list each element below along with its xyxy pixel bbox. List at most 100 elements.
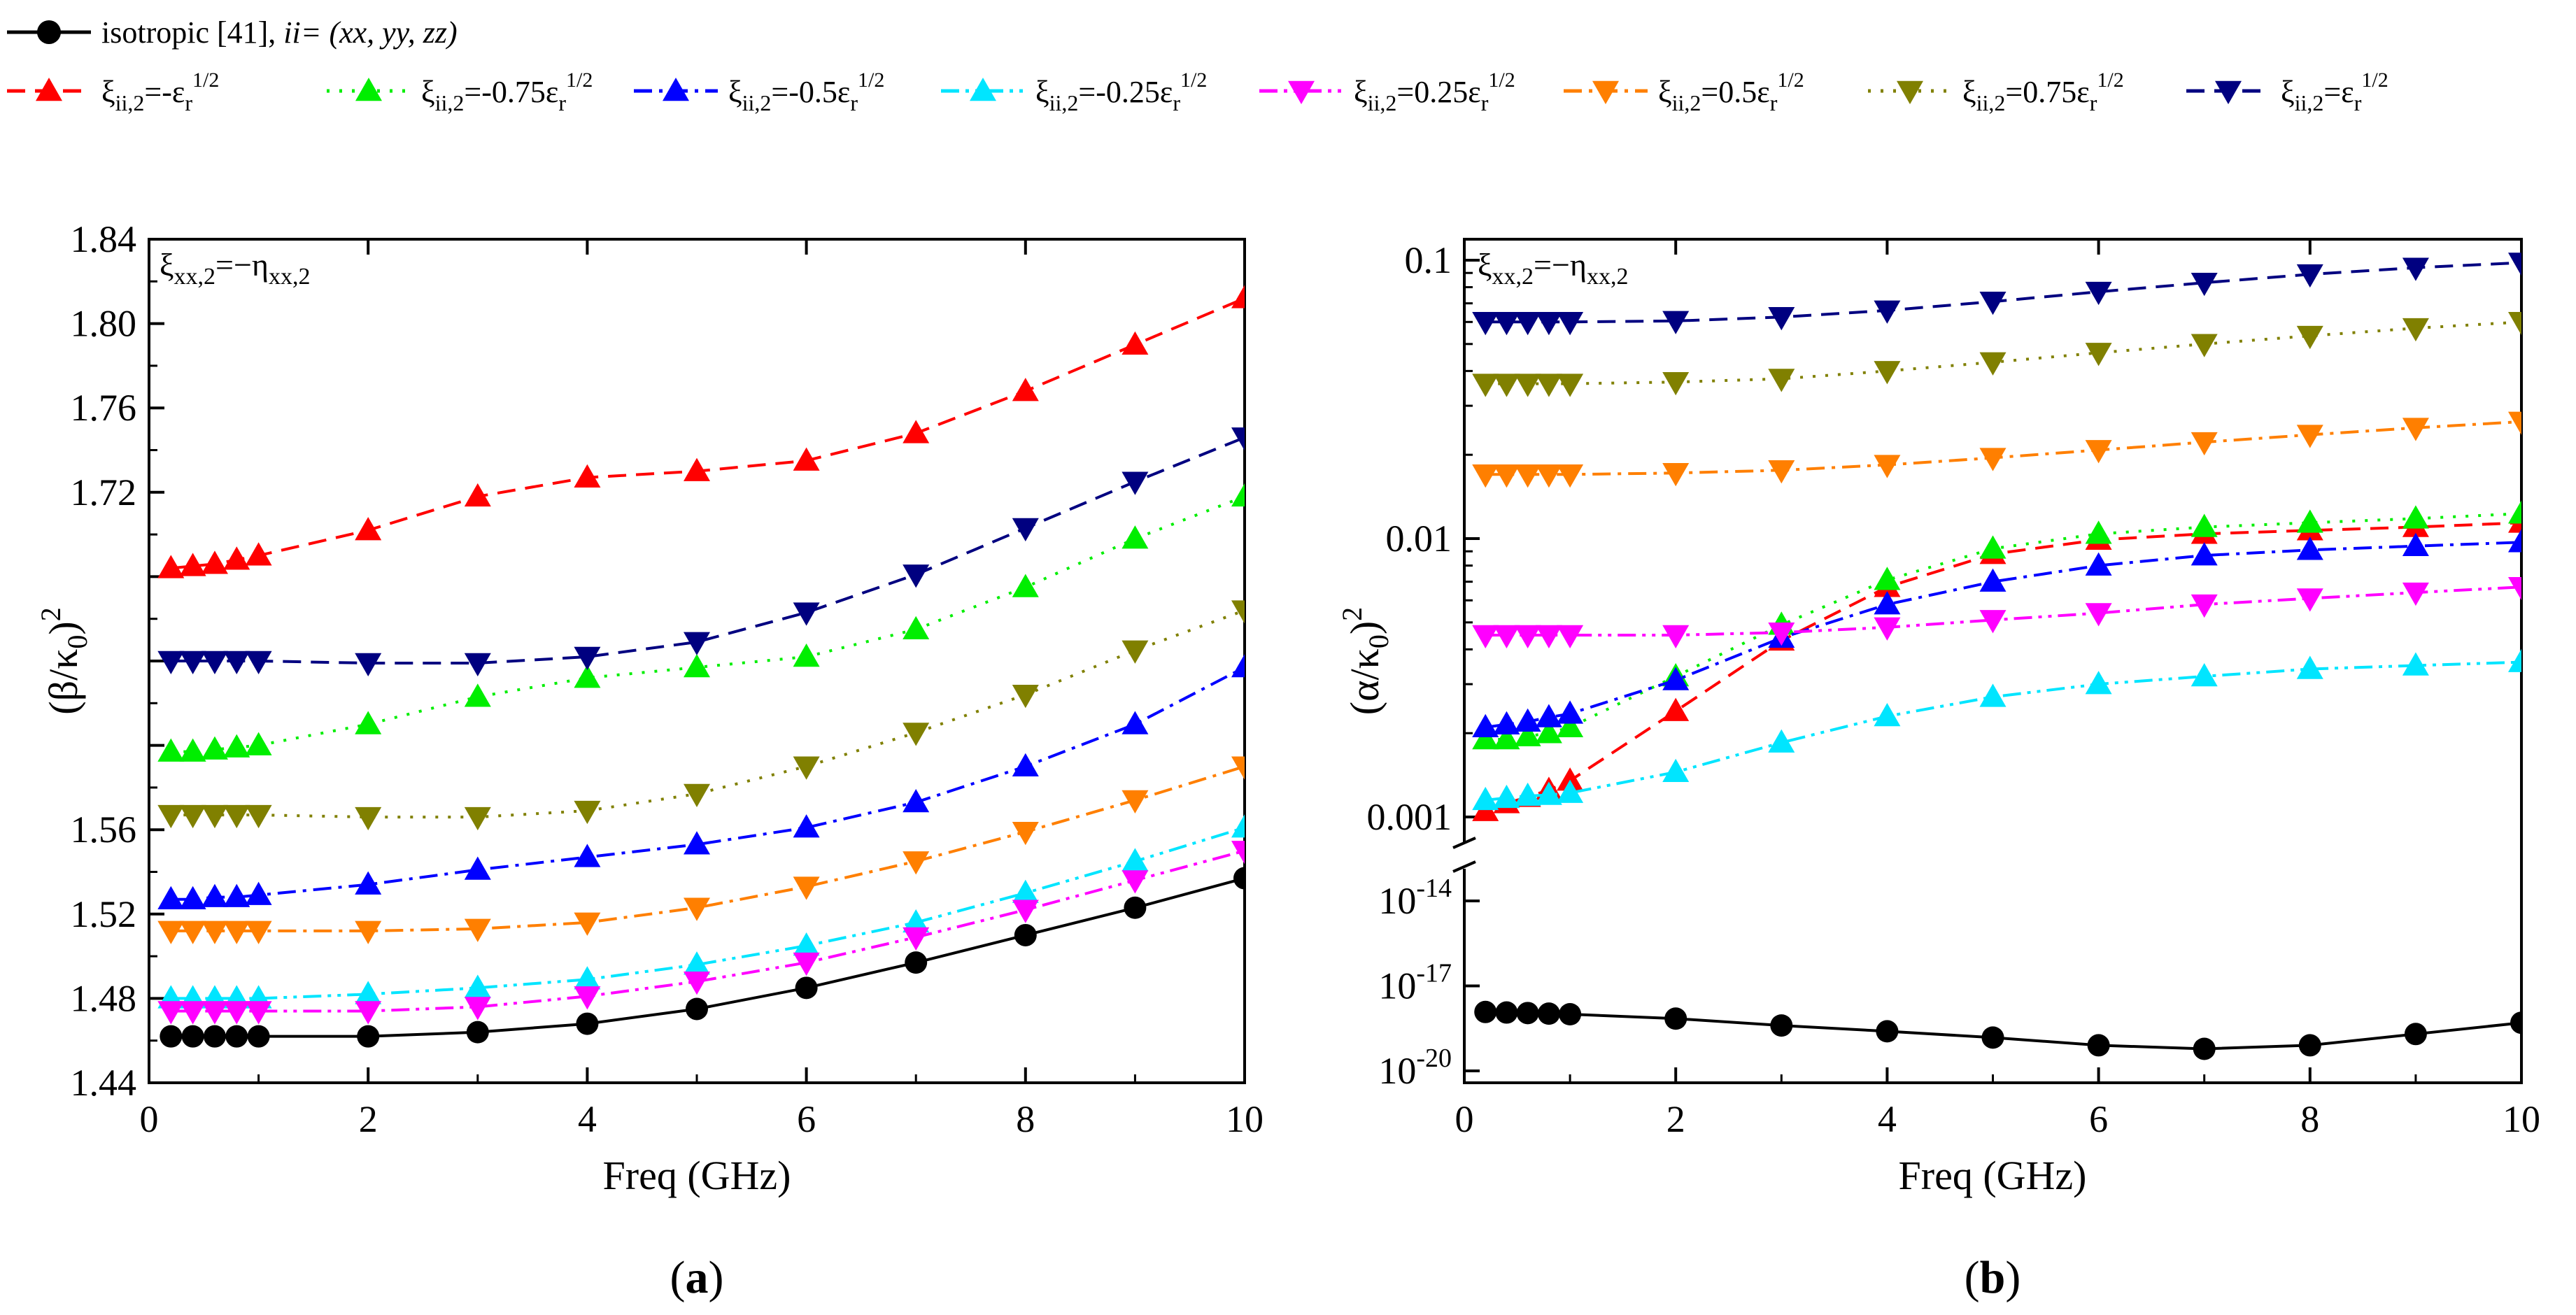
data-point (684, 972, 710, 995)
data-point (1979, 535, 2007, 559)
data-point (1121, 711, 1149, 734)
legend: isotropic [41], ii= (xx, yy, zz) ξii,2=-… (7, 15, 2389, 115)
data-point (2402, 505, 2429, 529)
data-point (464, 683, 491, 707)
panel-label-a: (a) (670, 1252, 724, 1303)
data-point (1662, 463, 1690, 487)
data-point (574, 664, 601, 688)
data-point (1979, 352, 2007, 376)
legend-entry-5: ξii,2=0.25εr1/2 (1259, 69, 1515, 115)
data-point (201, 883, 228, 907)
data-point (1472, 713, 1499, 738)
series-line (171, 495, 1245, 753)
data-point (1535, 374, 1562, 397)
data-point (1121, 331, 1149, 355)
data-point (201, 550, 228, 574)
data-point (157, 651, 185, 674)
series-a-0 (160, 867, 1245, 1048)
y-axis-title-b: (α/κ0)2 (1336, 607, 1394, 715)
data-point (2085, 520, 2112, 544)
data-point (1493, 711, 1520, 734)
data-point (2296, 264, 2323, 288)
x-tick-label-a: 0 (140, 1098, 159, 1140)
data-point (2510, 1011, 2521, 1035)
data-point (1874, 361, 1901, 385)
data-point (1768, 306, 1795, 331)
data-point (1557, 464, 1584, 488)
data-point (1233, 867, 1245, 890)
data-point (2298, 1034, 2321, 1057)
panel-a: 0 2 4 6 8 101.441.481.521.561.721.761.801.84 … (35, 218, 1264, 1303)
data-point (1231, 756, 1245, 780)
data-point (1514, 464, 1541, 488)
data-point (203, 1025, 226, 1048)
data-point (1472, 625, 1499, 649)
data-point (355, 806, 382, 831)
data-point (1472, 786, 1499, 811)
legend-label-isotropic: isotropic [41], ii= (xx, yy, zz) (101, 15, 458, 50)
legend-label-5: ξii,2=0.25εr1/2 (1354, 69, 1515, 115)
data-point (2191, 542, 2218, 566)
data-point (2296, 588, 2323, 612)
x-tick-label-b: 0 (1455, 1098, 1474, 1140)
series-b-0 (1474, 1000, 2521, 1060)
series-a-8 (157, 427, 1245, 677)
data-point (179, 651, 206, 674)
x-axis-title-b: Freq (GHz) (1899, 1153, 2087, 1198)
data-point (1121, 870, 1149, 894)
legend-entry-2: ξii,2=-0.75εr1/2 (327, 69, 593, 115)
y-tick-label-a: 1.48 (71, 977, 137, 1019)
data-point (179, 804, 206, 829)
data-point (1662, 758, 1690, 783)
data-point (355, 711, 382, 734)
data-point (1231, 814, 1245, 838)
data-point (793, 814, 820, 838)
data-point (355, 517, 382, 541)
series-a-2 (157, 483, 1245, 762)
data-point (2402, 418, 2429, 441)
data-point (574, 464, 601, 488)
data-point (2296, 425, 2323, 448)
data-point (1121, 471, 1149, 495)
data-point (2508, 529, 2521, 553)
data-point (2296, 509, 2323, 533)
series-line (171, 666, 1245, 901)
data-point (157, 738, 185, 762)
data-point (355, 981, 382, 1004)
series-b-3 (1472, 529, 2521, 738)
data-point (2085, 603, 2112, 627)
legend-entry-8: ξii,2=εr1/2 (2186, 69, 2389, 115)
legend-entry-3: ξii,2=-0.5εr1/2 (634, 69, 884, 115)
series-line (1485, 320, 2521, 385)
data-point (1537, 1002, 1560, 1025)
data-point (245, 1001, 272, 1025)
y-tick-label-b: 0.01 (1386, 518, 1452, 560)
axes-b: 0 2 4 6 8 10 0.001 0.01 0.1 10-20 10-17 10-14 (1367, 239, 2540, 1140)
data-point (793, 447, 820, 471)
data-point (1535, 720, 1562, 744)
data-point (1768, 369, 1795, 392)
data-point (1231, 654, 1245, 678)
data-point (1981, 1026, 2004, 1049)
data-point (181, 1025, 204, 1048)
data-point (1472, 726, 1499, 750)
data-point (247, 1025, 270, 1048)
series-b-4 (1472, 648, 2521, 811)
data-point (1662, 697, 1690, 721)
x-tick-label-a: 8 (1016, 1098, 1035, 1140)
data-point (355, 921, 382, 944)
data-point (201, 1001, 228, 1025)
series-line (1485, 521, 2521, 813)
data-point (1535, 704, 1562, 727)
data-point (1514, 374, 1541, 397)
triangle-down-icon (1897, 80, 1923, 104)
data-point (1557, 625, 1584, 649)
data-point (574, 966, 601, 990)
data-point (1012, 378, 1039, 401)
data-point (1770, 1014, 1793, 1037)
data-point (157, 886, 185, 909)
data-point (903, 789, 930, 813)
data-point (1535, 781, 1562, 805)
data-point (903, 927, 930, 951)
legend-label-2: ξii,2=-0.75εr1/2 (421, 69, 593, 115)
